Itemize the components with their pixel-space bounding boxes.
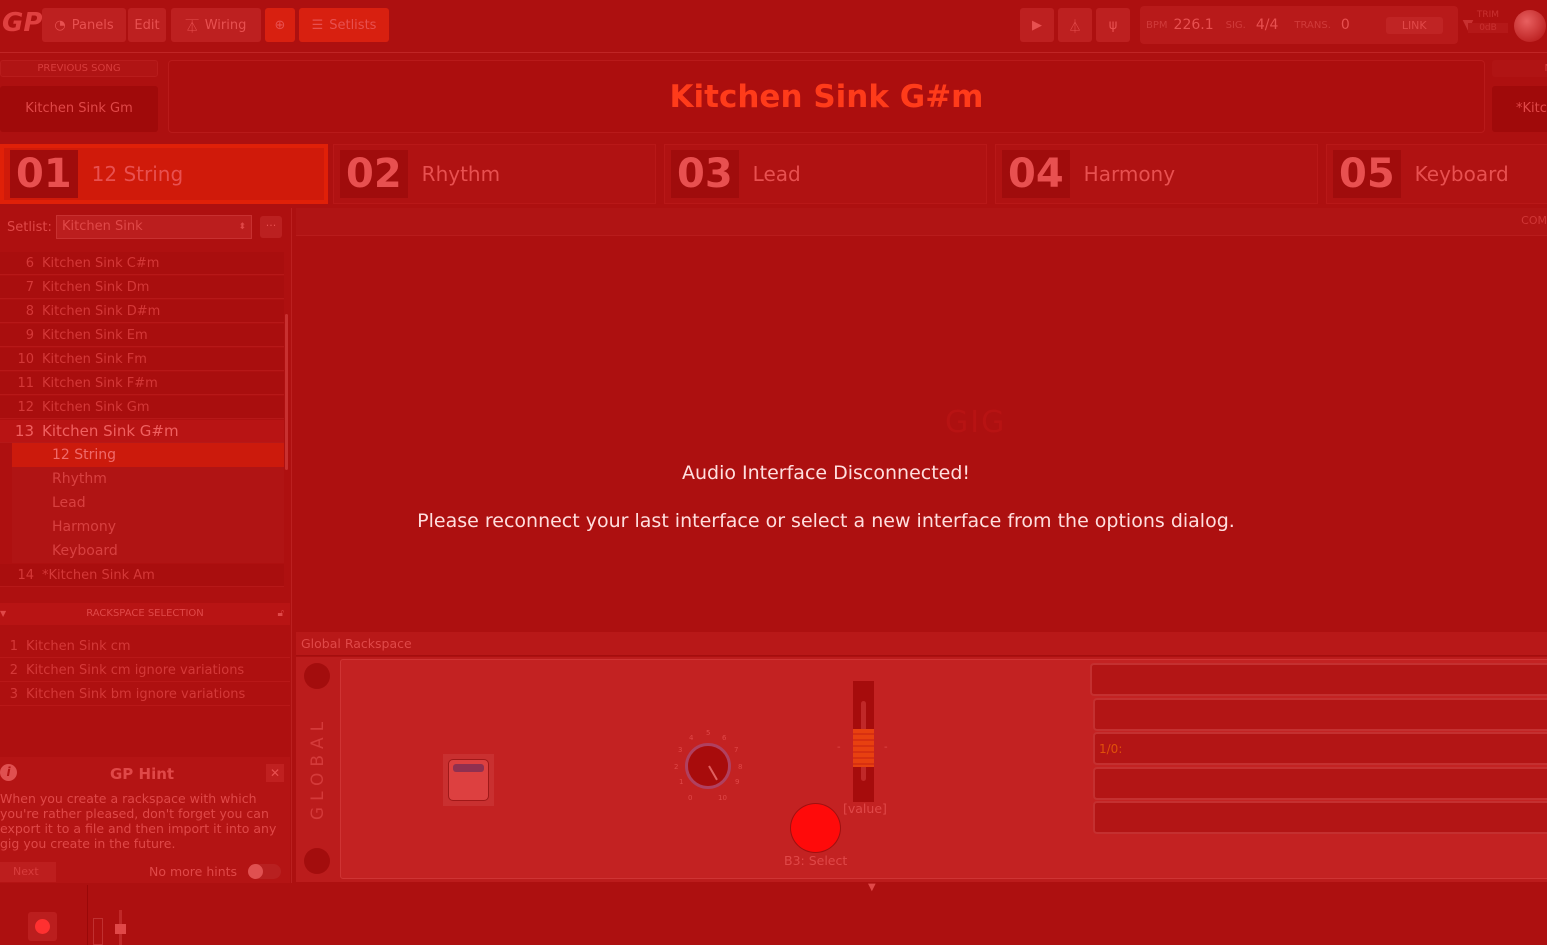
- vertical-slider[interactable]: [853, 681, 874, 802]
- part-row[interactable]: Lead: [12, 491, 284, 515]
- divider: [87, 885, 88, 945]
- text-field[interactable]: [1090, 663, 1547, 696]
- panels-button[interactable]: ◔ Panels: [42, 8, 126, 42]
- part-row[interactable]: Harmony: [12, 515, 284, 539]
- no-more-hints-toggle[interactable]: [248, 864, 281, 879]
- wiring-icon: ⏄: [185, 19, 199, 35]
- hint-body: When you create a rackspace with which y…: [0, 791, 277, 851]
- song-row[interactable]: 8 Kitchen Sink D#m: [0, 300, 284, 323]
- part-tab-2[interactable]: 02 Rhythm: [333, 144, 656, 204]
- record-icon: [35, 919, 50, 934]
- globe-button[interactable]: ⊕: [265, 8, 295, 42]
- trans-value[interactable]: 0: [1340, 17, 1350, 33]
- globe-icon: ⊕: [274, 17, 286, 33]
- collapse-icon[interactable]: ▼: [0, 609, 7, 618]
- disconnected-message: Please reconnect your last interface or …: [417, 510, 1235, 532]
- global-rackspace-bar: Global Rackspace: [296, 632, 1547, 656]
- info-icon: i: [0, 764, 17, 781]
- sig-value[interactable]: 4/4: [1255, 17, 1279, 33]
- slider-tick: -: [884, 742, 888, 753]
- rackspace-row[interactable]: 1 Kitchen Sink cm: [0, 635, 290, 658]
- list-icon: ☰: [311, 17, 324, 33]
- wiring-button[interactable]: ⏄ Wiring: [171, 8, 261, 42]
- part-tab-3[interactable]: 03 Lead: [664, 144, 987, 204]
- divider: [0, 52, 1547, 53]
- disconnected-title: Audio Interface Disconnected!: [681, 462, 971, 484]
- rotary-knob[interactable]: 0 1 2 3 4 5 6 7 8 9 10: [674, 729, 743, 802]
- hint-close-icon[interactable]: ✕: [266, 764, 284, 782]
- rack-screw-icon: [304, 663, 330, 689]
- global-side-label: GLOBAL: [308, 715, 328, 821]
- unlock-icon[interactable]: 🔓︎: [277, 608, 284, 619]
- song-row[interactable]: 6 Kitchen Sink C#m: [0, 252, 284, 275]
- rackspace-selection-header: ▼ RACKSPACE SELECTION 🔓︎: [0, 603, 290, 625]
- edit-button[interactable]: Edit: [128, 8, 166, 42]
- text-field[interactable]: [1093, 698, 1547, 731]
- text-field[interactable]: [1093, 801, 1547, 834]
- slider-value-label: [value]: [843, 801, 887, 816]
- trim-knob[interactable]: [1514, 10, 1546, 42]
- select-arrows-icon: ⬍: [238, 222, 246, 232]
- next-song-label: N: [1492, 60, 1547, 77]
- song-row[interactable]: 12 Kitchen Sink Gm: [0, 396, 284, 419]
- setlists-button[interactable]: ☰ Setlists: [299, 8, 389, 42]
- setlist-scrollbar[interactable]: [285, 314, 288, 470]
- select-button-label: B3: Select: [784, 853, 848, 868]
- panels-icon: ◔: [54, 17, 66, 33]
- no-more-hints-label: No more hints: [149, 864, 238, 879]
- main-header-strip: COM: [296, 208, 1547, 236]
- expand-arrow-icon[interactable]: ▼: [868, 882, 876, 893]
- setlist-label: Setlist:: [7, 220, 52, 235]
- part-tab-4[interactable]: 04 Harmony: [995, 144, 1318, 204]
- song-row[interactable]: 11 Kitchen Sink F#m: [0, 372, 284, 395]
- part-row[interactable]: Rhythm: [12, 467, 284, 491]
- play-button[interactable]: ▶: [1020, 8, 1054, 42]
- rackspace-row[interactable]: 3 Kitchen Sink bm ignore variations: [0, 683, 290, 706]
- part-tab-1[interactable]: 01 12 String: [0, 144, 328, 204]
- song-row[interactable]: 14 *Kitchen Sink Am: [0, 564, 284, 587]
- toggle-switch[interactable]: [443, 754, 494, 806]
- link-button[interactable]: LINK: [1385, 16, 1443, 34]
- metronome-button[interactable]: ⏃: [1058, 8, 1092, 42]
- part-row-active[interactable]: 12 String: [12, 443, 284, 467]
- song-row[interactable]: 7 Kitchen Sink Dm: [0, 276, 284, 299]
- song-row[interactable]: 10 Kitchen Sink Fm: [0, 348, 284, 371]
- rack-screw-icon: [304, 848, 330, 874]
- bpm-value[interactable]: 226.1: [1173, 17, 1214, 33]
- tuning-fork-icon: ψ: [1108, 17, 1118, 33]
- hint-next-button[interactable]: Next: [0, 862, 56, 882]
- gig-watermark: GIG: [945, 405, 1007, 440]
- next-song-button[interactable]: *Kitc: [1492, 86, 1547, 132]
- app-logo: GP: [2, 8, 43, 38]
- hint-title: GP Hint: [110, 765, 175, 783]
- previous-song-label: PREVIOUS SONG: [0, 60, 158, 77]
- current-song-title: Kitchen Sink G#m: [168, 60, 1485, 133]
- text-field[interactable]: [1093, 767, 1547, 800]
- metronome-icon: ⏃: [1068, 19, 1082, 35]
- song-row-current[interactable]: 13 Kitchen Sink G#m: [0, 420, 284, 443]
- play-icon: ▶: [1032, 17, 1042, 33]
- tuner-button[interactable]: ψ: [1096, 8, 1130, 42]
- volume-fader[interactable]: [93, 900, 133, 945]
- previous-song-button[interactable]: Kitchen Sink Gm: [0, 86, 158, 132]
- rackspace-row[interactable]: 2 Kitchen Sink cm ignore variations: [0, 659, 290, 682]
- text-field[interactable]: 1/0:: [1093, 732, 1547, 765]
- setlist-more-button[interactable]: ···: [260, 216, 282, 238]
- trim-display: TRIM 0dB: [1468, 10, 1508, 33]
- setlist-select[interactable]: Kitchen Sink ⬍: [56, 215, 252, 239]
- record-button[interactable]: [28, 912, 57, 941]
- part-tab-5[interactable]: 05 Keyboard: [1326, 144, 1547, 204]
- select-button[interactable]: [790, 803, 841, 853]
- song-row[interactable]: 9 Kitchen Sink Em: [0, 324, 284, 347]
- slider-tick: -: [837, 742, 841, 753]
- part-row[interactable]: Keyboard: [12, 539, 284, 563]
